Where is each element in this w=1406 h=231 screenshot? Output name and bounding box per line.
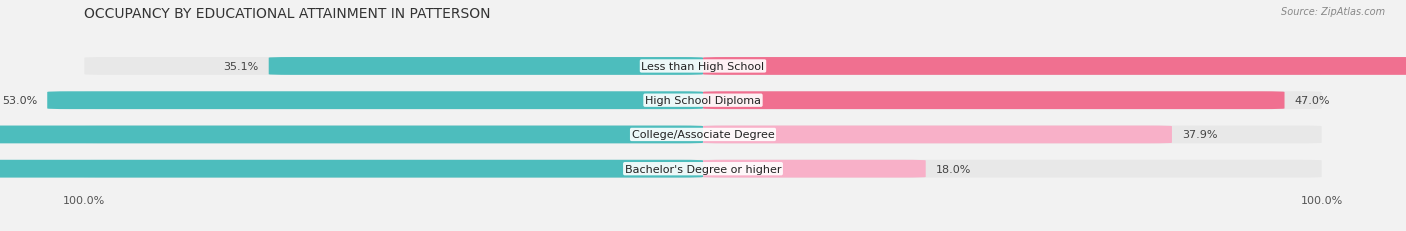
FancyBboxPatch shape [0, 126, 703, 144]
FancyBboxPatch shape [703, 92, 1285, 110]
FancyBboxPatch shape [0, 160, 703, 178]
Text: High School Diploma: High School Diploma [645, 96, 761, 106]
FancyBboxPatch shape [703, 160, 925, 178]
Text: OCCUPANCY BY EDUCATIONAL ATTAINMENT IN PATTERSON: OCCUPANCY BY EDUCATIONAL ATTAINMENT IN P… [84, 7, 491, 21]
Text: Source: ZipAtlas.com: Source: ZipAtlas.com [1281, 7, 1385, 17]
FancyBboxPatch shape [84, 92, 1322, 110]
FancyBboxPatch shape [269, 58, 703, 76]
Text: College/Associate Degree: College/Associate Degree [631, 130, 775, 140]
Text: 35.1%: 35.1% [224, 62, 259, 72]
FancyBboxPatch shape [703, 126, 1173, 144]
FancyBboxPatch shape [84, 160, 1322, 178]
Text: Bachelor's Degree or higher: Bachelor's Degree or higher [624, 164, 782, 174]
FancyBboxPatch shape [703, 58, 1406, 76]
Text: 18.0%: 18.0% [935, 164, 972, 174]
FancyBboxPatch shape [84, 58, 1322, 76]
Text: Less than High School: Less than High School [641, 62, 765, 72]
Text: 47.0%: 47.0% [1295, 96, 1330, 106]
Text: 37.9%: 37.9% [1182, 130, 1218, 140]
FancyBboxPatch shape [84, 126, 1322, 144]
Text: 53.0%: 53.0% [1, 96, 38, 106]
FancyBboxPatch shape [48, 92, 703, 110]
